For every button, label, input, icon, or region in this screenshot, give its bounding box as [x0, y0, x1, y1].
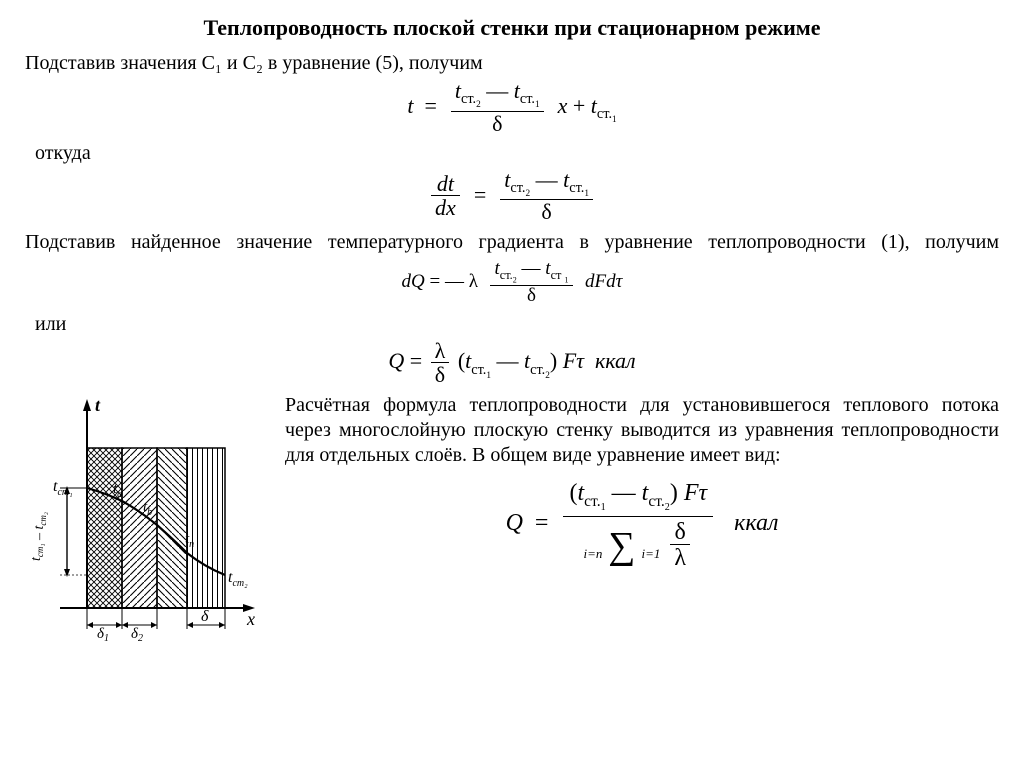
equation-2: dt dx = tст.2 — tст.1 δ	[25, 169, 999, 225]
equation-5: Q = (tст.1 — tст.2) Fτ i=n ∑ i=1 δ λ	[285, 478, 999, 571]
svg-text:t: t	[95, 395, 101, 415]
paragraph-1: Подставив значения С₁ и С₂ в уравнение (…	[25, 51, 999, 76]
svg-text:δ: δ	[201, 608, 209, 625]
equation-4: Q = λ δ (tст.1 — tст.2) Fτ ккал	[25, 340, 999, 387]
diagram-multilayer-wall: t x ta tb tn tст₁ tст₂	[25, 393, 270, 653]
ili-label: или	[35, 313, 999, 336]
paragraph-2: Подставив найденное значение температурн…	[25, 230, 999, 255]
paragraph-3: Расчётная формула теплопроводности для у…	[285, 393, 999, 468]
equation-3: dQ = — λ tст.2 — tст 1 δ dFdτ	[25, 259, 999, 306]
equation-1: t = tст.2 — tст.1 δ x + tст.1	[25, 80, 999, 136]
svg-text:tст₂: tст₂	[228, 569, 248, 589]
svg-text:δ1: δ1	[97, 626, 109, 644]
page-title: Теплопроводность плоской стенки при стац…	[25, 15, 999, 41]
svg-text:tст₁ – tст₂: tст₁ – tст₂	[29, 512, 48, 561]
otkuda-label: откуда	[35, 142, 999, 165]
svg-text:x: x	[246, 609, 255, 629]
svg-text:δ2: δ2	[131, 626, 143, 644]
